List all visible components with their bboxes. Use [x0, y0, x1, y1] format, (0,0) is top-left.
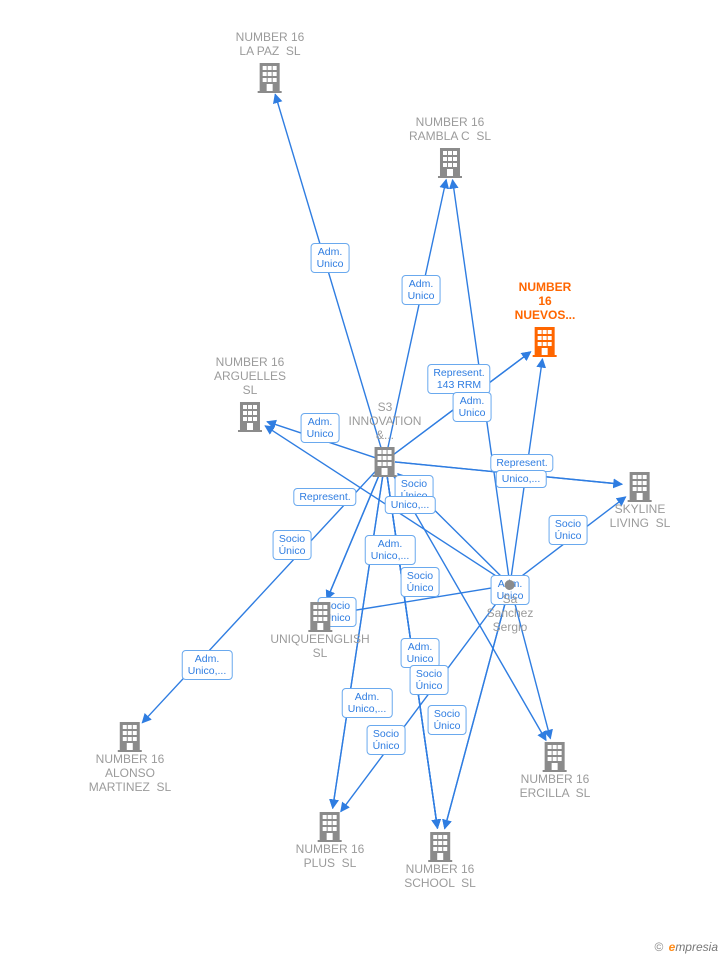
node-label: NUMBER 16 PLUS SL: [296, 842, 365, 870]
node-label: NUMBER 16 ERCILLA SL: [520, 772, 591, 800]
node-unique[interactable]: UNIQUEENGLISH SL: [270, 600, 369, 663]
edge-label[interactable]: Adm. Unico: [311, 243, 350, 273]
building-icon: [214, 400, 286, 432]
building-icon: [520, 740, 591, 772]
node-plus[interactable]: NUMBER 16 PLUS SL: [296, 810, 365, 873]
node-s3[interactable]: S3 INNOVATION &...: [349, 400, 422, 477]
brand-rest: mpresia: [675, 940, 718, 954]
node-label: Sa Sanchez Sergio: [487, 592, 534, 634]
edge-label[interactable]: Adm. Unico: [402, 275, 441, 305]
node-label: NUMBER 16 LA PAZ SL: [236, 30, 305, 58]
edge-label[interactable]: Adm. Unico,...: [365, 535, 416, 565]
node-label: NUMBER 16 SCHOOL SL: [404, 862, 476, 890]
building-icon: [409, 146, 491, 178]
edge-label[interactable]: Socio Único: [273, 530, 312, 560]
person-icon: [505, 580, 515, 590]
copyright-symbol: ©: [654, 940, 663, 954]
node-skyline[interactable]: SKYLINE LIVING SL: [610, 470, 671, 533]
edge-label[interactable]: Socio Único: [410, 665, 449, 695]
edge-label[interactable]: Socio Único: [401, 567, 440, 597]
node-label: UNIQUEENGLISH SL: [270, 632, 369, 660]
node-arguelles[interactable]: NUMBER 16 ARGUELLES SL: [214, 355, 286, 432]
edge-label[interactable]: Unico,...: [496, 470, 547, 488]
footer-credit: © empresia: [654, 940, 718, 954]
edge-label[interactable]: Socio Único: [549, 515, 588, 545]
node-ercilla[interactable]: NUMBER 16 ERCILLA SL: [520, 740, 591, 803]
edge-label[interactable]: Represent. 143 RRM: [427, 364, 490, 394]
building-icon: [404, 830, 476, 862]
building-icon: [236, 61, 305, 93]
node-label: S3 INNOVATION &...: [349, 400, 422, 442]
building-icon: [270, 600, 369, 632]
edge-label[interactable]: Adm. Unico: [401, 638, 440, 668]
network-canvas: Adm. UnicoAdm. UnicoAdm. UnicoRepresent.…: [0, 0, 728, 960]
edge-label[interactable]: Adm. Unico: [453, 392, 492, 422]
edge-label[interactable]: Socio Único: [367, 725, 406, 755]
edge-label[interactable]: Unico,...: [385, 496, 436, 514]
node-la_paz[interactable]: NUMBER 16 LA PAZ SL: [236, 30, 305, 93]
building-icon: [349, 445, 422, 477]
building-icon: [515, 325, 576, 357]
node-label: NUMBER 16 ALONSO MARTINEZ SL: [89, 752, 171, 794]
node-sergio[interactable]: Sa Sanchez Sergio: [487, 580, 534, 637]
edge-label[interactable]: Adm. Unico: [301, 413, 340, 443]
edge-label[interactable]: Adm. Unico,...: [342, 688, 393, 718]
node-alonso[interactable]: NUMBER 16 ALONSO MARTINEZ SL: [89, 720, 171, 797]
edge-label[interactable]: Represent.: [293, 488, 356, 506]
node-nuevos[interactable]: NUMBER 16 NUEVOS...: [515, 280, 576, 357]
node-label: NUMBER 16 ARGUELLES SL: [214, 355, 286, 397]
node-rambla[interactable]: NUMBER 16 RAMBLA C SL: [409, 115, 491, 178]
building-icon: [89, 720, 171, 752]
node-label: SKYLINE LIVING SL: [610, 502, 671, 530]
node-label: NUMBER 16 RAMBLA C SL: [409, 115, 491, 143]
building-icon: [610, 470, 671, 502]
building-icon: [296, 810, 365, 842]
node-school[interactable]: NUMBER 16 SCHOOL SL: [404, 830, 476, 893]
edge-label[interactable]: Socio Único: [428, 705, 467, 735]
node-label: NUMBER 16 NUEVOS...: [515, 280, 576, 322]
edge-label[interactable]: Adm. Unico,...: [182, 650, 233, 680]
edge-line: [142, 468, 378, 722]
